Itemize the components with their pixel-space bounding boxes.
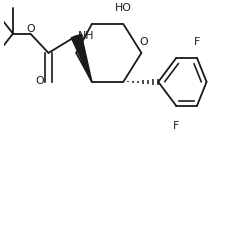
Text: O: O (139, 37, 148, 47)
Text: F: F (194, 37, 200, 47)
Polygon shape (71, 34, 92, 82)
Text: F: F (173, 121, 180, 131)
Text: O: O (35, 76, 44, 86)
Text: O: O (27, 24, 35, 34)
Text: HO: HO (115, 2, 132, 12)
Text: NH: NH (78, 31, 94, 41)
